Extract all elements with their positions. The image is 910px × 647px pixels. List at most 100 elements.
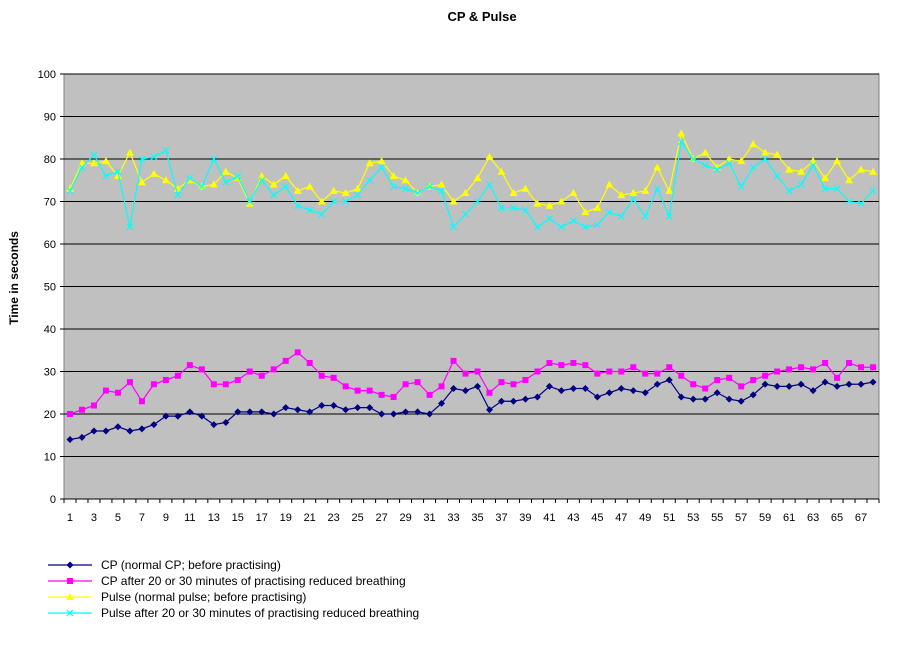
- data-point: [293, 186, 302, 194]
- data-point: [618, 368, 625, 375]
- data-point: [629, 195, 637, 203]
- data-point: [342, 198, 350, 205]
- data-point: [437, 180, 446, 188]
- x-tick-label: 23: [328, 512, 340, 524]
- data-point: [653, 163, 662, 171]
- y-tick-label: 50: [44, 282, 56, 294]
- y-tick-label: 70: [44, 197, 56, 209]
- x-tick-label: 61: [783, 512, 795, 524]
- data-point: [114, 423, 122, 431]
- data-point: [102, 387, 109, 394]
- data-point: [870, 364, 877, 371]
- x-tick-label: 29: [399, 512, 411, 524]
- data-point: [258, 408, 266, 416]
- data-point: [78, 433, 86, 441]
- data-point: [390, 394, 397, 400]
- legend-label: Pulse (normal pulse; before practising): [101, 590, 306, 604]
- data-point: [869, 167, 878, 175]
- data-point: [474, 198, 481, 205]
- data-point: [641, 389, 649, 397]
- data-point: [198, 412, 206, 420]
- data-point: [450, 223, 457, 231]
- x-tick-label: 31: [423, 512, 435, 524]
- data-point: [858, 364, 865, 371]
- data-point: [389, 172, 398, 179]
- y-tick-label: 100: [38, 69, 56, 81]
- data-point: [725, 155, 734, 162]
- data-point: [857, 380, 865, 388]
- data-point: [78, 164, 86, 171]
- data-point: [773, 382, 781, 390]
- data-point: [558, 362, 565, 369]
- data-point: [641, 212, 649, 220]
- data-point: [845, 380, 853, 388]
- data-point: [713, 389, 721, 397]
- data-point: [593, 221, 601, 229]
- data-point: [593, 203, 602, 211]
- data-point: [509, 189, 518, 196]
- x-tick-label: 63: [807, 512, 819, 524]
- data-point: [510, 204, 517, 212]
- y-tick-label: 80: [44, 154, 56, 166]
- data-point: [426, 410, 434, 418]
- data-point: [797, 181, 805, 188]
- y-tick-label: 10: [44, 452, 56, 464]
- data-point: [653, 185, 661, 193]
- data-point: [282, 404, 290, 412]
- data-point: [485, 152, 494, 160]
- data-point: [305, 182, 314, 190]
- y-tick-label: 40: [44, 324, 56, 336]
- legend: CP (normal CP; before practising) CP afte…: [48, 558, 419, 620]
- data-point: [605, 208, 613, 216]
- data-point: [797, 380, 805, 388]
- y-tick-label: 0: [50, 494, 56, 506]
- legend-label: CP (normal CP; before practising): [101, 558, 281, 572]
- data-point: [749, 164, 757, 171]
- data-point: [390, 410, 398, 418]
- data-point: [461, 189, 470, 196]
- data-point: [617, 212, 625, 220]
- x-tick-label: 43: [567, 512, 579, 524]
- data-point: [402, 381, 409, 388]
- data-point: [125, 148, 134, 156]
- data-point: [174, 372, 181, 379]
- data-point: [737, 157, 746, 165]
- data-point: [294, 349, 301, 356]
- x-tick-label: 11: [184, 512, 195, 524]
- x-tick-label: 55: [711, 512, 723, 524]
- data-point: [78, 406, 85, 413]
- data-point: [845, 176, 854, 184]
- data-point: [845, 198, 853, 205]
- data-point: [821, 185, 829, 193]
- data-point: [557, 387, 565, 395]
- data-point: [797, 167, 806, 175]
- data-point: [773, 150, 782, 158]
- data-point: [426, 183, 433, 191]
- x-tick-label: 39: [519, 512, 531, 524]
- data-point: [522, 377, 529, 383]
- data-point: [581, 385, 589, 392]
- data-point: [785, 165, 794, 173]
- data-point: [786, 366, 793, 373]
- data-point: [354, 404, 362, 412]
- data-point: [330, 402, 338, 409]
- data-point: [761, 380, 769, 388]
- data-point: [282, 357, 289, 364]
- data-point: [785, 187, 793, 195]
- data-point: [414, 379, 421, 386]
- data-point: [677, 393, 685, 401]
- data-point: [497, 397, 505, 405]
- data-point: [569, 385, 577, 392]
- data-point: [137, 178, 146, 186]
- data-point: [689, 395, 697, 403]
- data-point: [545, 382, 553, 390]
- data-point: [330, 198, 338, 205]
- legend-item: Pulse after 20 or 30 minutes of practisi…: [48, 606, 419, 620]
- data-point: [617, 191, 626, 199]
- data-point: [234, 408, 242, 416]
- data-point: [402, 185, 410, 193]
- data-point: [666, 364, 673, 371]
- data-point: [761, 155, 769, 163]
- x-tick-label: 41: [543, 512, 555, 524]
- data-point: [149, 169, 158, 177]
